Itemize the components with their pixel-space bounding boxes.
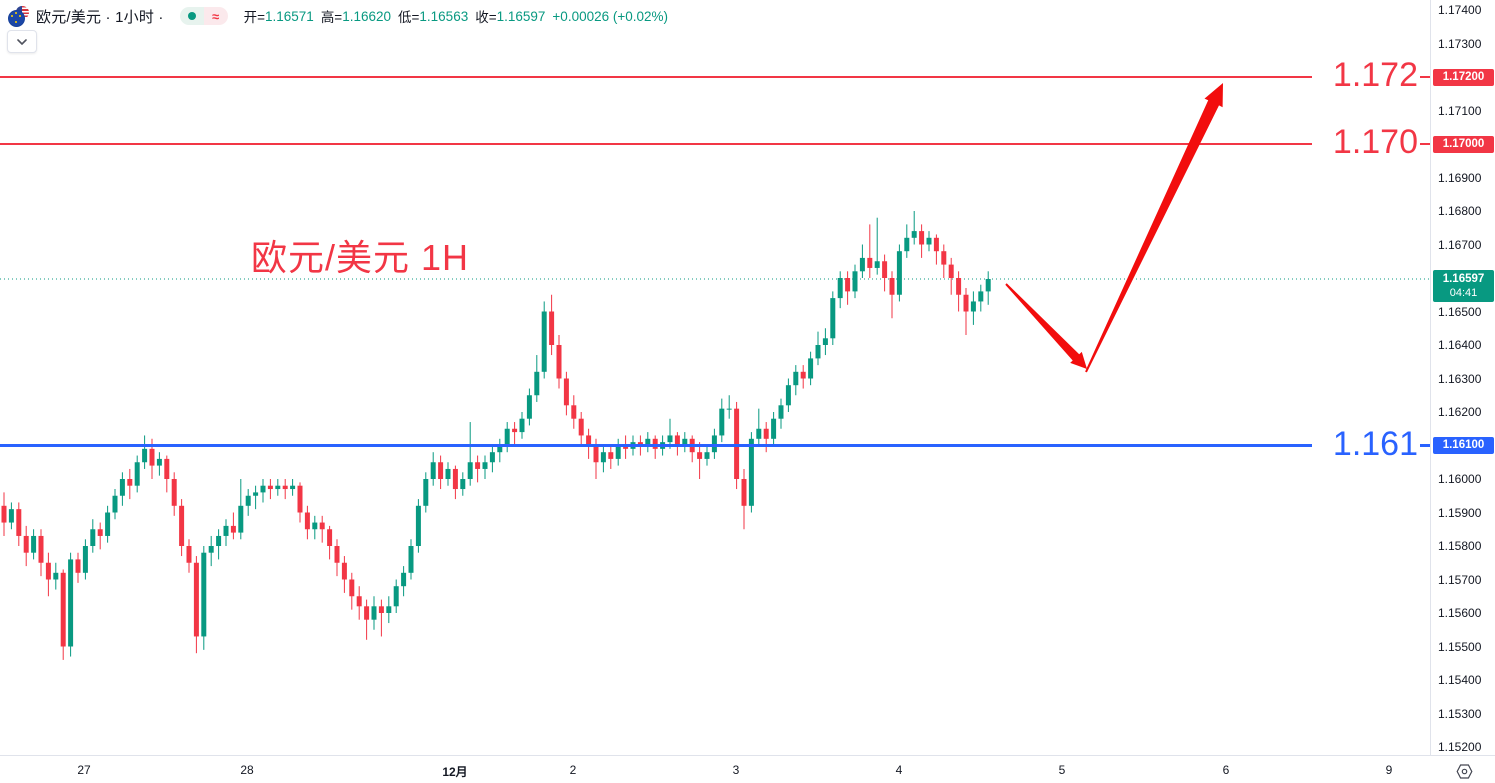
price-axis-tick: 1.15300 xyxy=(1438,706,1482,721)
price-axis-tick: 1.16200 xyxy=(1438,405,1482,419)
symbol-title[interactable]: 欧元/美元 · 1小时 · xyxy=(36,8,164,26)
high-value: 1.16620 xyxy=(342,8,392,24)
close-value: 1.16597 xyxy=(496,8,546,24)
chart-text-annotation[interactable]: 欧元/美元 1H xyxy=(251,237,470,278)
market-status-pill[interactable]: ≈ xyxy=(179,7,228,25)
open-label: 开= xyxy=(243,10,265,25)
price-axis-tick: 1.15400 xyxy=(1438,673,1482,687)
current-price-value: 1.16597 xyxy=(1442,273,1485,285)
price-axis-tick: 1.16500 xyxy=(1438,304,1482,319)
time-axis-tick: 5 xyxy=(1058,763,1066,777)
price-axis[interactable]: 1.17400 1.17300 1.17200 1.17100 1.17000 1.169… xyxy=(1430,0,1495,755)
trend-arrow[interactable] xyxy=(1005,283,1087,369)
legend-collapse-button[interactable] xyxy=(7,30,37,53)
level-axis-label[interactable]: 1.17200 xyxy=(1433,68,1494,86)
time-axis-tick: 9 xyxy=(1385,763,1393,777)
open-value: 1.16571 xyxy=(265,8,314,24)
low-label: 低= xyxy=(398,10,420,25)
change-value: +0.00026 (+0.02%) xyxy=(552,8,669,24)
level-axis-label[interactable]: 1.16100 xyxy=(1433,437,1494,454)
candlestick-series xyxy=(1,211,991,660)
ohlc-values: 开= 1.16571 高= 1.16620 低= 1.16563 收= 1.16597 … xyxy=(244,6,668,26)
high-label: 高= xyxy=(320,10,343,25)
eurusd-pair-icon xyxy=(8,5,30,27)
close-label: 收= xyxy=(475,10,497,25)
time-axis-tick: 2 xyxy=(569,763,577,777)
level-big-label-1161[interactable]: 1.161 xyxy=(1332,424,1418,463)
price-axis-tick: 1.15200 xyxy=(1438,740,1482,754)
level-big-label-1172[interactable]: 1.172 xyxy=(1332,56,1418,94)
trend-arrow[interactable] xyxy=(1085,83,1223,373)
price-axis-tick: 1.15500 xyxy=(1438,639,1482,654)
level-axis-label[interactable]: 1.17000 xyxy=(1433,135,1494,153)
eur-flag-icon xyxy=(8,10,25,27)
axis-settings-button[interactable] xyxy=(1454,762,1474,780)
bar-countdown: 04:41 xyxy=(1449,287,1478,299)
time-axis-tick: 12月 xyxy=(442,765,468,779)
price-axis-tick: 1.16800 xyxy=(1438,204,1482,218)
approx-icon: ≈ xyxy=(203,7,228,25)
price-axis-tick: 1.16400 xyxy=(1438,338,1482,352)
price-axis-tick: 1.15700 xyxy=(1438,572,1482,587)
price-axis-tick: 1.15800 xyxy=(1438,539,1482,553)
price-axis-tick: 1.16300 xyxy=(1438,371,1482,386)
time-axis-tick: 6 xyxy=(1222,763,1230,777)
price-axis-tick: 1.16700 xyxy=(1438,237,1482,252)
time-axis-tick: 28 xyxy=(240,763,254,777)
market-open-dot-icon xyxy=(179,7,204,25)
time-axis-tick: 27 xyxy=(77,763,91,777)
symbol-legend: 欧元/美元 · 1小时 · ≈ 开= 1.16571 高= 1.16620 低= 1.… xyxy=(8,5,668,27)
price-axis-tick: 1.16000 xyxy=(1438,472,1482,486)
price-axis-tick: 1.17400 xyxy=(1438,3,1482,17)
chevron-down-icon xyxy=(17,38,27,45)
level-big-label-1170[interactable]: 1.170 xyxy=(1332,123,1418,161)
current-price-axis-label: 1.16597 04:41 xyxy=(1433,270,1494,302)
price-axis-tick: 1.15900 xyxy=(1438,505,1482,520)
price-axis-tick: 1.17100 xyxy=(1438,103,1482,118)
price-axis-tick: 1.17300 xyxy=(1438,36,1482,51)
time-axis-tick: 4 xyxy=(895,763,903,777)
time-axis[interactable]: 27 28 12月 2 3 4 5 6 9 xyxy=(0,755,1495,783)
low-value: 1.16563 xyxy=(419,8,469,24)
price-axis-tick: 1.15600 xyxy=(1438,606,1482,620)
gear-icon xyxy=(1456,763,1472,779)
time-axis-tick: 3 xyxy=(732,763,740,777)
price-axis-tick: 1.16900 xyxy=(1438,170,1482,185)
